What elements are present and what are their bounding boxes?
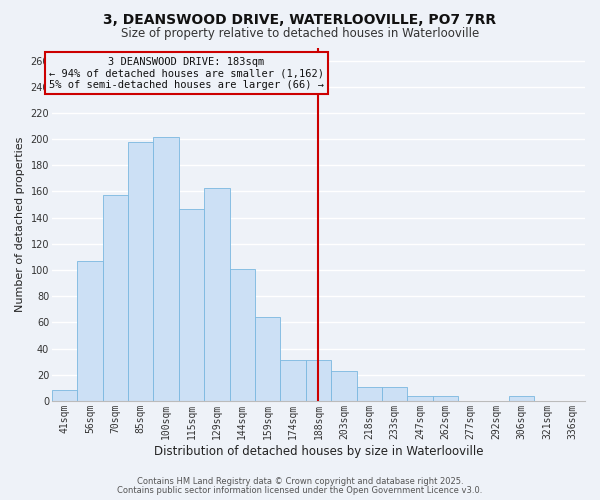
Bar bbox=[382, 386, 407, 401]
Text: 3 DEANSWOOD DRIVE: 183sqm
← 94% of detached houses are smaller (1,162)
5% of sem: 3 DEANSWOOD DRIVE: 183sqm ← 94% of detac… bbox=[49, 56, 324, 90]
Bar bbox=[204, 188, 230, 401]
Bar bbox=[230, 268, 255, 401]
Y-axis label: Number of detached properties: Number of detached properties bbox=[15, 136, 25, 312]
Bar bbox=[407, 396, 433, 401]
Bar bbox=[52, 390, 77, 401]
Bar bbox=[509, 396, 534, 401]
Bar bbox=[356, 386, 382, 401]
Bar bbox=[77, 261, 103, 401]
Text: Contains HM Land Registry data © Crown copyright and database right 2025.: Contains HM Land Registry data © Crown c… bbox=[137, 477, 463, 486]
Bar bbox=[128, 142, 154, 401]
Bar bbox=[433, 396, 458, 401]
Bar bbox=[306, 360, 331, 401]
Bar bbox=[154, 136, 179, 401]
Bar bbox=[280, 360, 306, 401]
Bar bbox=[179, 208, 204, 401]
Bar bbox=[103, 196, 128, 401]
Bar bbox=[331, 371, 356, 401]
Text: 3, DEANSWOOD DRIVE, WATERLOOVILLE, PO7 7RR: 3, DEANSWOOD DRIVE, WATERLOOVILLE, PO7 7… bbox=[103, 12, 497, 26]
Bar bbox=[255, 317, 280, 401]
Text: Size of property relative to detached houses in Waterlooville: Size of property relative to detached ho… bbox=[121, 28, 479, 40]
X-axis label: Distribution of detached houses by size in Waterlooville: Distribution of detached houses by size … bbox=[154, 444, 483, 458]
Text: Contains public sector information licensed under the Open Government Licence v3: Contains public sector information licen… bbox=[118, 486, 482, 495]
